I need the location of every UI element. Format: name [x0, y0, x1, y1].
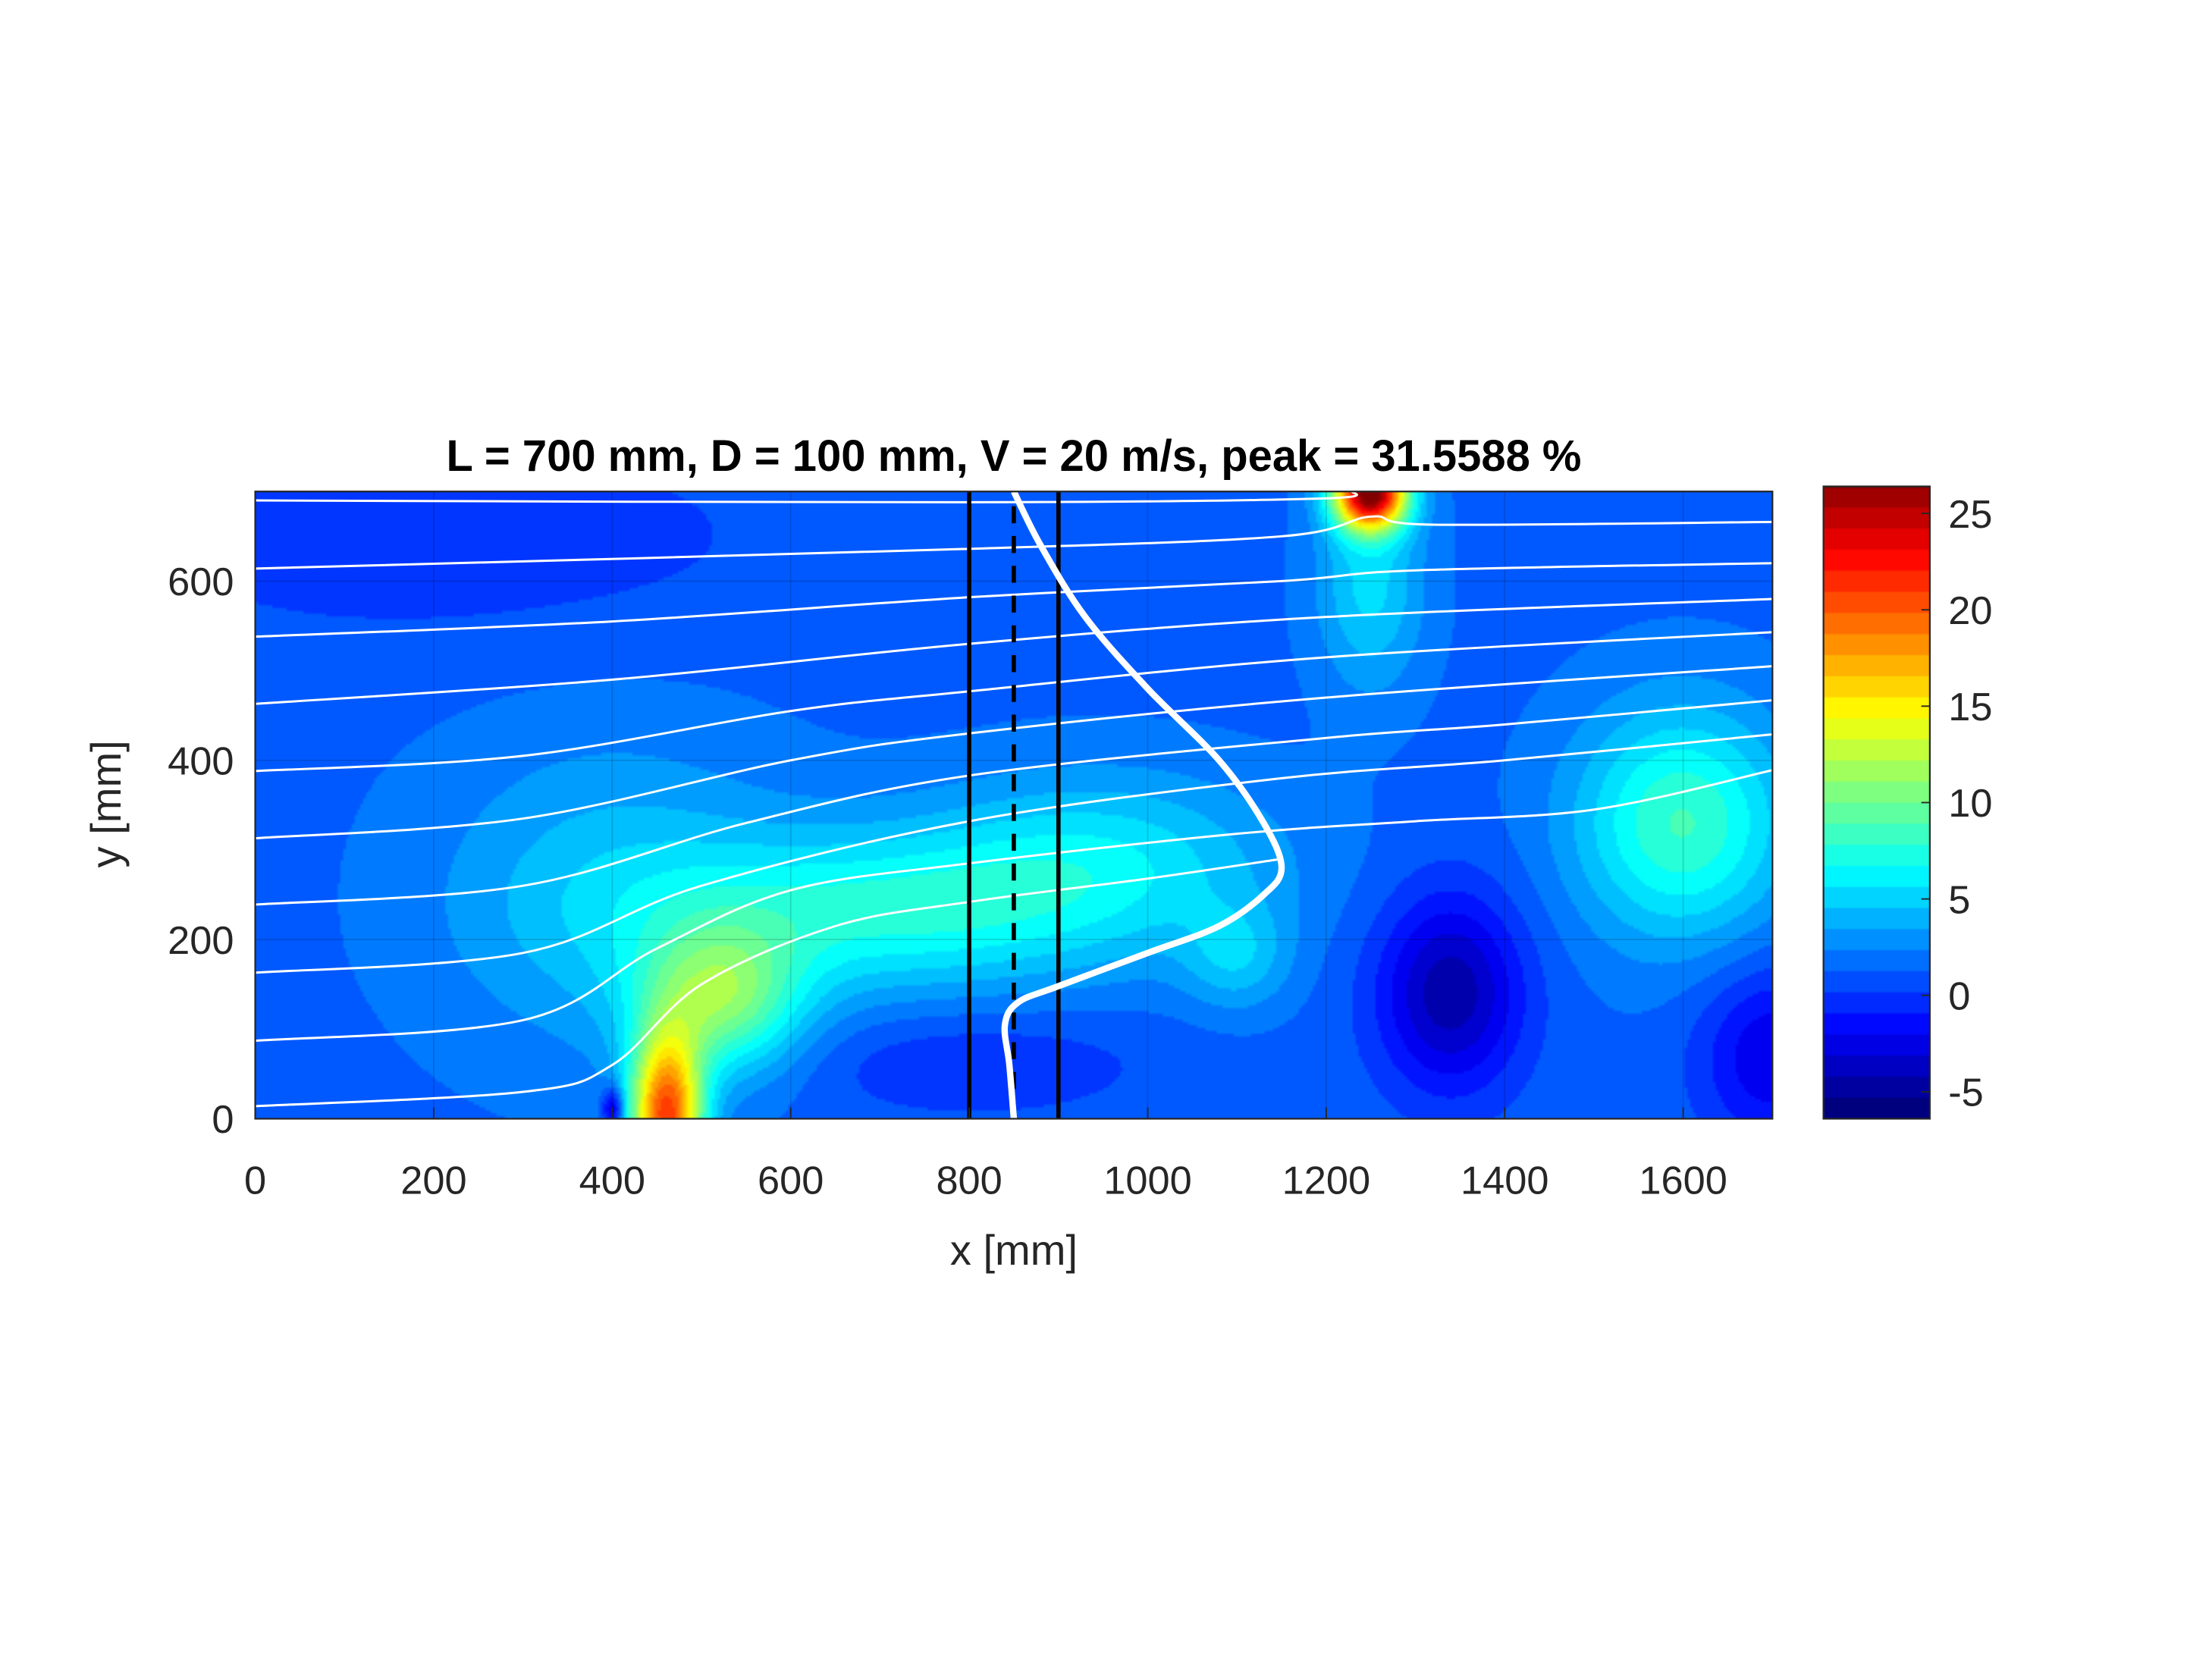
colorbar-tick-label: 20	[1948, 589, 1992, 633]
y-tick-label: 400	[168, 739, 234, 783]
colorbar-tick-label: -5	[1948, 1071, 1984, 1115]
streamline	[255, 562, 1773, 638]
colorbar-gradient	[1823, 486, 1930, 1119]
x-axis-label: x [mm]	[950, 1226, 1078, 1274]
y-tick-label: 0	[212, 1098, 234, 1142]
colorbar-ticks: -5 0 5 10 15 20 25	[1921, 493, 1992, 1115]
streamline	[255, 769, 1773, 1043]
plot-frame	[254, 491, 1774, 1120]
streamline	[255, 665, 1773, 840]
colorbar-tick-label: 25	[1948, 493, 1992, 537]
x-tick-label: 400	[579, 1159, 645, 1203]
colorbar-tick-label: 5	[1948, 878, 1970, 922]
y-tick-label: 200	[168, 919, 234, 963]
y-axis-label: y [mm]	[82, 740, 130, 867]
x-axis: 0 200 400 600 800 1000 1200 1400 1600	[244, 1107, 1727, 1203]
chart-title: L = 700 mm, D = 100 mm, V = 20 m/s, peak…	[446, 432, 1581, 481]
x-tick-label: 1400	[1461, 1159, 1548, 1203]
x-tick-label: 0	[244, 1159, 266, 1203]
x-tick-label: 1200	[1282, 1159, 1370, 1203]
streamline	[255, 597, 1773, 705]
x-tick-label: 1600	[1639, 1159, 1727, 1203]
x-tick-label: 800	[936, 1159, 1002, 1203]
streamline	[255, 631, 1773, 773]
velocity-profile-curve	[1001, 490, 1285, 1119]
streamline	[255, 515, 1773, 570]
colorbar-tick-label: 0	[1948, 974, 1970, 1018]
colorbar-tick-label: 10	[1948, 782, 1992, 826]
x-tick-label: 1000	[1103, 1159, 1191, 1203]
x-tick-label: 600	[758, 1159, 824, 1203]
streamline	[255, 490, 1358, 503]
streamline	[255, 858, 1282, 1108]
y-axis: 0 200 400 600	[168, 560, 234, 1142]
colorbar-tick-label: 15	[1948, 685, 1992, 729]
streamlines	[255, 490, 1773, 1108]
measurement-lines	[967, 491, 1061, 1119]
plot-area: 0 200 400 600 800 1000 1200 1400 1600 0 200 400 600	[168, 490, 1774, 1203]
y-tick-label: 600	[168, 560, 234, 604]
x-tick-label: 200	[400, 1159, 466, 1203]
colorbar: -5 0 5 10 15 20 25	[1822, 485, 1992, 1120]
